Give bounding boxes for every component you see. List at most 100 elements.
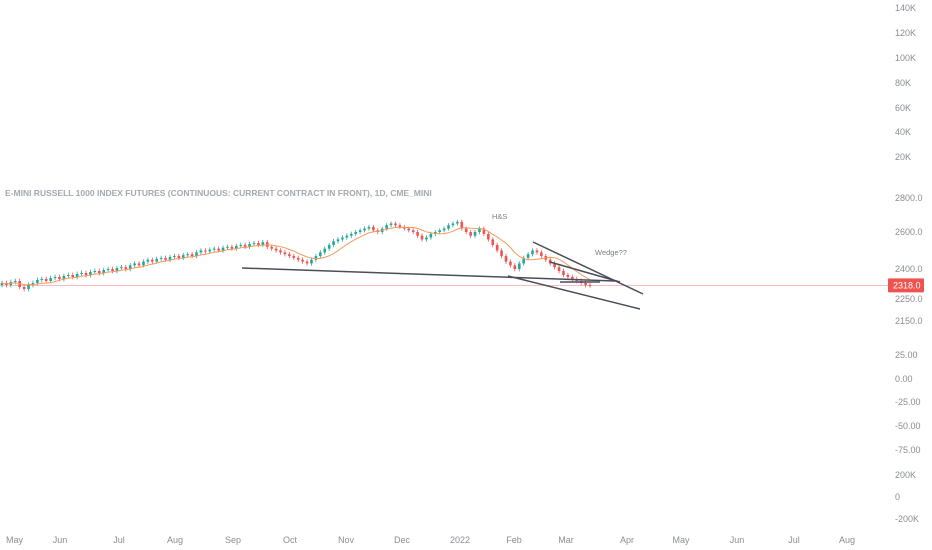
x-tick-label: 2022 <box>450 535 470 545</box>
candle-body <box>456 221 459 224</box>
candle-body <box>274 248 278 251</box>
candle-body <box>93 271 97 272</box>
candle-body <box>204 250 207 252</box>
candle-body <box>252 243 256 245</box>
trendline <box>532 241 644 295</box>
x-tick-label: May <box>672 535 690 545</box>
x-tick-label: Jun <box>53 535 68 545</box>
candle-body <box>566 275 570 277</box>
candle-body <box>500 250 503 257</box>
candle-body <box>137 263 141 266</box>
candle-body <box>22 287 26 289</box>
candle-body <box>173 256 176 258</box>
candle-body <box>177 256 181 258</box>
candle-body <box>447 225 450 229</box>
y-tick-label: 120K <box>895 28 916 38</box>
candle-body <box>199 250 203 253</box>
y-tick-label: 200K <box>895 470 916 480</box>
candle-body <box>416 232 419 236</box>
candle-body <box>491 239 495 245</box>
y-tick-label: 2400.0 <box>895 264 923 274</box>
y-tick-label: 140K <box>895 3 916 13</box>
last-price-badge: 2318.0 <box>888 278 924 293</box>
y-tick-label: 60K <box>895 103 911 113</box>
candle-body <box>239 244 243 246</box>
candle-body <box>531 250 534 255</box>
candle-body <box>44 279 48 281</box>
candle-body <box>372 226 375 231</box>
candle-body <box>336 239 340 242</box>
x-tick-label: Sep <box>225 535 241 545</box>
candle-body <box>49 278 52 281</box>
candle-body <box>562 271 565 275</box>
trendline <box>241 267 616 282</box>
candle-body <box>509 261 512 266</box>
candle-body <box>517 263 521 269</box>
candle-body <box>504 256 508 262</box>
candle-body <box>420 235 424 240</box>
candle-body <box>270 246 273 249</box>
y-tick-label: -200K <box>895 514 919 524</box>
candle-body <box>243 244 247 247</box>
candle-body <box>36 280 39 283</box>
candle-body <box>540 252 543 257</box>
candle-body <box>296 257 300 260</box>
y-axis: 140K 120K 100K 80K 60K 40K 20K 2800.0 2600.0 2400… <box>895 3 923 524</box>
y-tick-label: 0.00 <box>895 374 913 384</box>
candle-body <box>345 235 349 238</box>
candle-body <box>67 275 70 276</box>
candle-body <box>230 246 234 249</box>
x-tick-label: Apr <box>620 535 634 545</box>
candle-body <box>195 252 198 257</box>
candle-body <box>53 277 57 278</box>
candle-body <box>292 256 296 258</box>
candle-body <box>164 257 167 260</box>
candle-body <box>553 263 556 268</box>
candle-body <box>349 233 353 236</box>
x-tick-label: Aug <box>839 535 855 545</box>
x-tick-label: Dec <box>394 535 411 545</box>
candle-body <box>433 232 437 234</box>
trendline <box>549 261 621 283</box>
candles <box>0 219 592 292</box>
candle-body <box>288 254 291 257</box>
candle-body <box>71 275 75 277</box>
candle-body <box>451 223 455 226</box>
candle-body <box>89 272 92 275</box>
candle-body <box>473 232 477 236</box>
candle-body <box>181 255 185 258</box>
trendline <box>507 275 641 310</box>
candle-body <box>102 270 105 273</box>
candle-body <box>186 254 189 256</box>
candle-body <box>279 250 282 253</box>
moving-average <box>1 226 591 286</box>
chart-title: E-MINI RUSSELL 1000 INDEX FUTURES (CONTI… <box>5 188 432 198</box>
candle-body <box>429 233 433 238</box>
candle-body <box>168 256 172 260</box>
candle-body <box>332 241 335 245</box>
candle-body <box>128 265 132 269</box>
candle-body <box>464 228 468 232</box>
candle-body <box>305 261 309 264</box>
candle-body <box>584 283 587 285</box>
y-tick-label: 40K <box>895 127 911 137</box>
last-price-badge-bg <box>888 278 924 293</box>
candle-body <box>367 226 371 229</box>
candle-body <box>411 230 415 232</box>
candle-body <box>106 269 110 270</box>
candle-body <box>40 279 44 280</box>
candle-body <box>80 273 83 274</box>
x-tick-label: Jul <box>788 535 800 545</box>
candle-body <box>84 273 88 275</box>
candle-body <box>323 248 327 253</box>
annotation-label: Wedge?? <box>595 248 627 257</box>
candle-body <box>120 267 123 269</box>
y-tick-label: 2250.0 <box>895 294 923 304</box>
candle-body <box>407 228 411 231</box>
x-tick-label: Aug <box>167 535 183 545</box>
candle-body <box>438 230 441 232</box>
candle-body <box>155 258 159 262</box>
candle-body <box>442 228 446 231</box>
candle-body <box>27 285 30 289</box>
